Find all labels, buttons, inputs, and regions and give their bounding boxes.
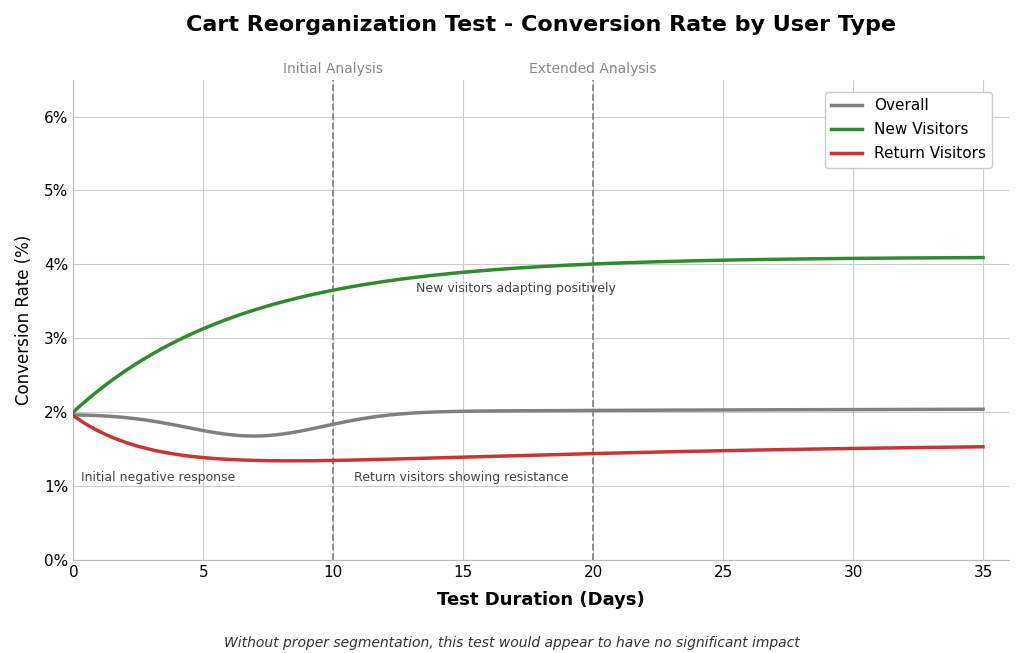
- New Visitors: [505, 264, 517, 272]
- Return Visitors: [561, 451, 573, 458]
- Overall: [501, 407, 513, 415]
- New Visitors: [68, 408, 80, 416]
- X-axis label: Test Duration (Days): Test Duration (Days): [437, 590, 645, 609]
- New Visitors: [977, 253, 989, 261]
- Title: Cart Reorganization Test - Conversion Rate by User Type: Cart Reorganization Test - Conversion Ra…: [186, 15, 896, 35]
- New Visitors: [608, 259, 621, 267]
- Return Visitors: [68, 411, 80, 419]
- New Visitors: [955, 254, 968, 262]
- Overall: [610, 406, 623, 414]
- Legend: Overall, New Visitors, Return Visitors: Overall, New Visitors, Return Visitors: [825, 92, 992, 168]
- Overall: [68, 411, 80, 419]
- Return Visitors: [977, 443, 989, 451]
- Text: Return visitors showing resistance: Return visitors showing resistance: [354, 471, 568, 484]
- Y-axis label: Conversion Rate (%): Conversion Rate (%): [15, 234, 33, 405]
- Overall: [507, 407, 519, 415]
- New Visitors: [559, 261, 571, 269]
- Return Visitors: [284, 457, 296, 465]
- Return Visitors: [501, 452, 513, 460]
- Text: Without proper segmentation, this test would appear to have no significant impac: Without proper segmentation, this test w…: [224, 636, 800, 650]
- Return Visitors: [956, 443, 969, 451]
- Return Visitors: [610, 449, 623, 457]
- Overall: [561, 407, 573, 415]
- Overall: [956, 406, 969, 413]
- Line: Return Visitors: Return Visitors: [74, 415, 983, 461]
- New Visitors: [500, 265, 512, 273]
- Line: New Visitors: New Visitors: [74, 257, 983, 412]
- Text: New visitors adapting positively: New visitors adapting positively: [417, 282, 616, 295]
- Text: Extended Analysis: Extended Analysis: [529, 62, 657, 76]
- Return Visitors: [507, 452, 519, 460]
- Overall: [977, 406, 989, 413]
- New Visitors: [813, 255, 825, 263]
- Line: Overall: Overall: [74, 409, 983, 436]
- Return Visitors: [815, 445, 827, 453]
- Overall: [815, 406, 827, 413]
- Text: Initial Analysis: Initial Analysis: [284, 62, 383, 76]
- Overall: [248, 432, 260, 440]
- Text: Initial negative response: Initial negative response: [81, 471, 236, 484]
